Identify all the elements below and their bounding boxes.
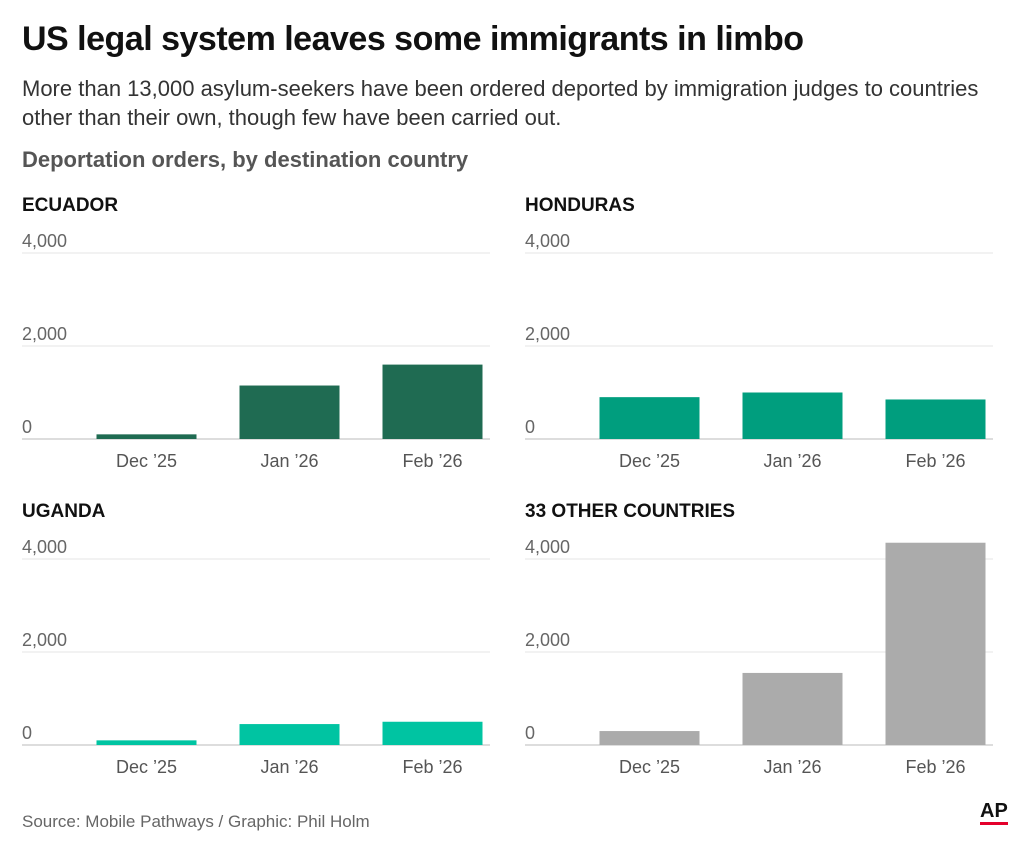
y-tick-label: 2,000 bbox=[22, 630, 67, 650]
x-tick-label: Dec ’25 bbox=[116, 451, 177, 471]
y-tick-label: 2,000 bbox=[22, 324, 67, 344]
subtitle: More than 13,000 asylum-seekers have bee… bbox=[22, 76, 979, 130]
panel-title: ECUADOR bbox=[22, 195, 118, 216]
source: Source: Mobile Pathways / Graphic: Phil … bbox=[22, 812, 370, 831]
x-tick-label: Jan ’26 bbox=[260, 451, 318, 471]
bar bbox=[239, 385, 340, 439]
bar bbox=[885, 399, 986, 439]
panel-title: UGANDA bbox=[22, 501, 106, 522]
bar bbox=[742, 672, 843, 745]
bar bbox=[96, 740, 197, 745]
bar bbox=[742, 392, 843, 439]
bar bbox=[599, 397, 700, 439]
y-tick-label: 0 bbox=[525, 417, 535, 437]
x-tick-label: Feb ’26 bbox=[905, 451, 965, 471]
y-tick-label: 4,000 bbox=[525, 231, 570, 251]
x-tick-label: Dec ’25 bbox=[116, 757, 177, 777]
chart-label: Deportation orders, by destination count… bbox=[22, 147, 469, 172]
panel-title: HONDURAS bbox=[525, 195, 635, 216]
y-tick-label: 0 bbox=[525, 723, 535, 743]
logo: AP bbox=[980, 800, 1008, 825]
bar bbox=[382, 364, 483, 439]
y-tick-label: 4,000 bbox=[525, 537, 570, 557]
title: US legal system leaves some immigrants i… bbox=[22, 20, 804, 58]
bar bbox=[885, 542, 986, 745]
panel-title: 33 OTHER COUNTRIES bbox=[525, 501, 735, 522]
y-tick-label: 4,000 bbox=[22, 537, 67, 557]
x-tick-label: Jan ’26 bbox=[260, 757, 318, 777]
x-tick-label: Feb ’26 bbox=[402, 451, 462, 471]
y-tick-label: 2,000 bbox=[525, 630, 570, 650]
x-tick-label: Feb ’26 bbox=[402, 757, 462, 777]
x-tick-label: Jan ’26 bbox=[763, 757, 821, 777]
bar bbox=[599, 731, 700, 745]
x-tick-label: Dec ’25 bbox=[619, 451, 680, 471]
x-tick-label: Dec ’25 bbox=[619, 757, 680, 777]
y-tick-label: 0 bbox=[22, 723, 32, 743]
bar bbox=[382, 721, 483, 745]
bar bbox=[239, 724, 340, 745]
x-tick-label: Feb ’26 bbox=[905, 757, 965, 777]
x-tick-label: Jan ’26 bbox=[763, 451, 821, 471]
y-tick-label: 0 bbox=[22, 417, 32, 437]
y-tick-label: 2,000 bbox=[525, 324, 570, 344]
y-tick-label: 4,000 bbox=[22, 231, 67, 251]
bar bbox=[96, 434, 197, 439]
